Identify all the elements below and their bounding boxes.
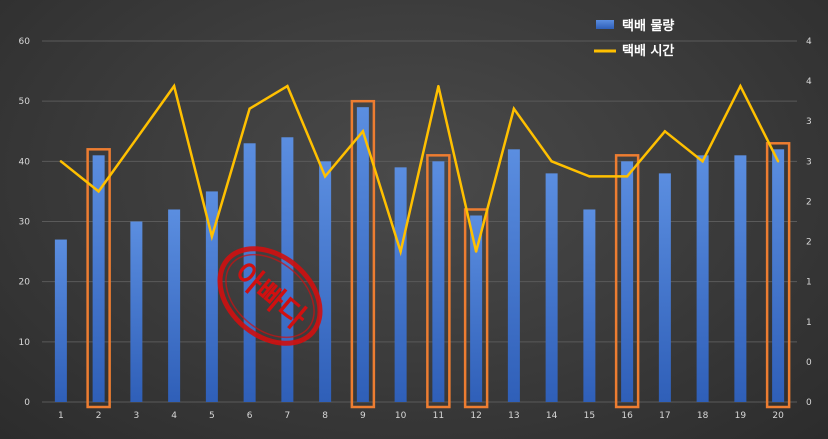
- gridlines: [42, 40, 797, 403]
- line-point: [286, 84, 289, 88]
- bar: [432, 161, 445, 402]
- x-tick-label: 20: [772, 411, 784, 421]
- line-point: [323, 175, 327, 178]
- line-point: [588, 175, 591, 178]
- x-tick-label: 13: [508, 411, 519, 421]
- y-left-tick-label: 10: [19, 338, 31, 348]
- bar: [696, 155, 709, 402]
- x-tick-label: 12: [470, 411, 481, 421]
- line-point: [97, 190, 100, 193]
- highlight-box: [426, 154, 451, 409]
- line-point: [437, 84, 440, 88]
- bar: [583, 209, 596, 402]
- highlight-box: [463, 208, 489, 409]
- x-tick-label: 4: [171, 411, 177, 421]
- bar: [168, 209, 181, 402]
- bar: [205, 191, 218, 402]
- y-left-tick-label: 20: [19, 278, 31, 288]
- bar: [281, 137, 294, 402]
- bar: [507, 149, 520, 402]
- line-point: [135, 137, 138, 140]
- x-tick-label: 16: [621, 411, 633, 421]
- line-point: [701, 160, 704, 163]
- x-tick-label: 17: [659, 411, 670, 421]
- x-tick-label: 19: [735, 411, 747, 421]
- stamp-ring: [217, 246, 323, 346]
- bar: [130, 221, 143, 402]
- y-left-tick-label: 30: [19, 218, 31, 228]
- bar: [54, 239, 67, 402]
- y-right-tick-label: 1: [806, 278, 812, 288]
- y-right-tick-label: 4: [806, 77, 812, 87]
- bar: [319, 161, 332, 402]
- line-point: [399, 250, 402, 253]
- bar: [772, 149, 785, 402]
- y-left-tick-label: 40: [19, 157, 31, 167]
- highlight-box: [350, 99, 376, 409]
- bar: [470, 215, 483, 402]
- highlight-box: [614, 154, 640, 409]
- x-tick-label: 14: [546, 411, 558, 421]
- line-series-path: [60, 83, 780, 257]
- y-right-tick-label: 3: [806, 157, 812, 167]
- bar: [394, 167, 407, 402]
- x-tick-label: 5: [209, 411, 215, 421]
- legend: 택배 물량 택배 시간: [594, 18, 674, 59]
- line-point: [474, 250, 478, 253]
- bar: [734, 155, 747, 402]
- x-tick-label: 11: [433, 411, 444, 421]
- line-point: [59, 160, 63, 163]
- bar: [658, 173, 671, 402]
- line-point: [512, 107, 516, 110]
- line-point: [663, 130, 667, 133]
- y-right-tick-label: 1: [806, 318, 812, 328]
- bar: [621, 161, 634, 402]
- y-right-tick-label: 0: [806, 398, 812, 408]
- y-right-tick-label: 3: [806, 117, 812, 127]
- y-left-tick-label: 50: [19, 97, 31, 107]
- x-tick-label: 1: [58, 411, 64, 421]
- bar: [92, 155, 105, 402]
- stamp: 아빠다: [217, 246, 323, 346]
- bar-series: [54, 107, 785, 403]
- legend-line-label: 택배 시간: [622, 43, 674, 59]
- x-tick-label: 18: [697, 411, 709, 421]
- stamp-ring-inner: [225, 253, 315, 339]
- legend-bar-swatch: [596, 20, 614, 29]
- bar: [243, 143, 256, 403]
- x-tick-label: 7: [285, 411, 291, 421]
- line-point: [210, 235, 214, 238]
- x-tick-label: 6: [247, 411, 253, 421]
- y-right-tick-label: 2: [806, 238, 812, 248]
- y-right-tick-label: 4: [806, 37, 812, 47]
- bar: [545, 173, 558, 402]
- y-right-tick-label: 0: [806, 358, 812, 368]
- x-tick-label: 8: [322, 411, 328, 421]
- bar: [356, 107, 369, 402]
- line-point: [739, 84, 742, 88]
- line-point: [248, 107, 251, 110]
- line-point: [776, 160, 780, 163]
- x-tick-label: 15: [584, 411, 595, 421]
- line-point: [625, 175, 629, 178]
- line-series: [59, 83, 780, 257]
- line-point: [172, 84, 176, 88]
- highlight-box: [765, 142, 791, 409]
- x-tick-label: 10: [395, 411, 407, 421]
- x-tick-label: 3: [134, 411, 140, 421]
- highlight-box: [86, 148, 111, 409]
- line-point: [361, 130, 365, 133]
- x-tick-label: 9: [360, 411, 366, 421]
- line-point: [550, 160, 553, 163]
- y-left-tick-label: 0: [24, 398, 30, 408]
- legend-bar-label: 택배 물량: [622, 18, 674, 34]
- y-right-tick-label: 2: [806, 197, 812, 207]
- y-left-tick-label: 60: [19, 37, 31, 47]
- x-tick-label: 2: [96, 411, 102, 421]
- highlight-boxes: [86, 99, 791, 409]
